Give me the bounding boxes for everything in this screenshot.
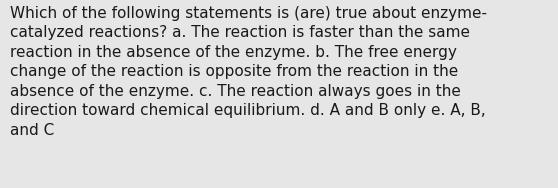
Text: Which of the following statements is (are) true about enzyme-
catalyzed reaction: Which of the following statements is (ar… xyxy=(10,6,487,138)
